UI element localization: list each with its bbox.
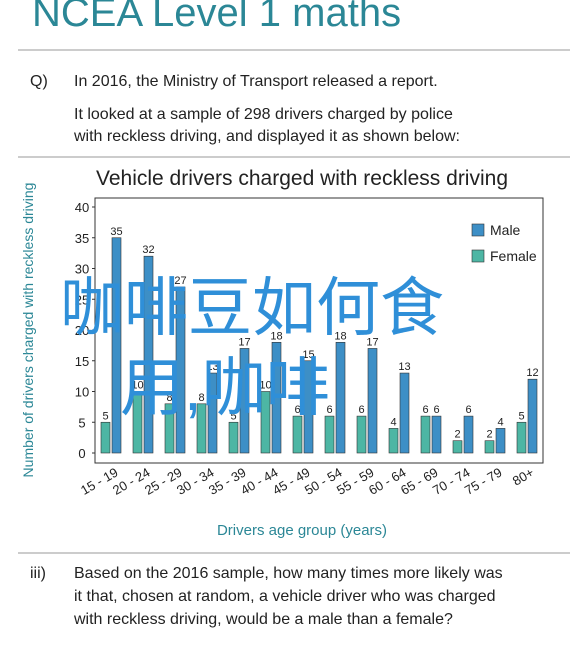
value-label: 4 — [497, 416, 503, 428]
legend-swatch — [471, 223, 485, 237]
bar — [367, 348, 378, 454]
value-label: 4 — [390, 416, 396, 428]
bar — [132, 391, 143, 454]
overlay-text: 用,咖啡 — [120, 352, 330, 424]
value-label: 18 — [270, 330, 282, 342]
y-tick-label: 0 — [78, 446, 85, 461]
header-title: NCEA Level 1 maths — [32, 0, 401, 35]
y-tick-label: 5 — [78, 415, 85, 430]
x-tick-label: 75 - 79 — [462, 465, 505, 498]
value-label: 8 — [198, 392, 204, 404]
y-axis-label: Number of drivers charged with reckless … — [20, 183, 36, 478]
bar — [207, 372, 218, 454]
value-label: 15 — [302, 349, 314, 361]
y-tick-label: 40 — [75, 200, 89, 215]
bar — [196, 403, 207, 454]
y-tick-label: 10 — [75, 385, 89, 400]
bar — [431, 415, 442, 454]
question-label: iii) — [30, 565, 46, 582]
value-label: 2 — [454, 429, 460, 441]
bar — [324, 415, 335, 454]
legend-label: Male — [490, 222, 521, 238]
value-label: 5 — [518, 410, 524, 422]
bar — [164, 403, 175, 454]
question-line: with reckless driving, would be a male t… — [73, 611, 453, 628]
bar — [175, 286, 186, 454]
overlay-text: 咖啡豆如何食 — [60, 272, 444, 344]
value-label: 17 — [366, 336, 378, 348]
y-tick-label: 30 — [75, 262, 89, 277]
bar — [463, 415, 474, 454]
question-line: It looked at a sample of 298 drivers cha… — [74, 106, 453, 123]
value-label: 27 — [174, 275, 186, 287]
bar — [292, 415, 303, 454]
question-line: with reckless driving, and displayed it … — [73, 128, 460, 145]
legend-label: Female — [490, 248, 537, 264]
bar — [399, 372, 410, 454]
value-label: 35 — [110, 226, 122, 238]
value-label: 12 — [526, 367, 538, 379]
value-label: 2 — [486, 429, 492, 441]
value-label: 13 — [206, 361, 218, 373]
y-tick-label: 35 — [75, 231, 89, 246]
value-label: 6 — [326, 404, 332, 416]
value-label: 10 — [259, 380, 271, 392]
bar — [527, 378, 538, 454]
bar — [420, 415, 431, 454]
y-tick-label: 15 — [75, 354, 89, 369]
bar — [484, 440, 495, 454]
bar — [516, 421, 527, 454]
bar — [228, 421, 239, 454]
value-label: 17 — [238, 336, 250, 348]
value-label: 32 — [142, 244, 154, 256]
question-label: Q) — [30, 73, 48, 90]
bar — [303, 360, 314, 454]
value-label: 5 — [102, 410, 108, 422]
bar — [143, 255, 154, 454]
value-label: 5 — [230, 410, 236, 422]
bar — [335, 341, 346, 454]
chart-title: Vehicle drivers charged with reckless dr… — [96, 167, 508, 190]
question-line: In 2016, the Ministry of Transport relea… — [74, 73, 438, 90]
legend-swatch — [471, 249, 485, 263]
bar — [356, 415, 367, 454]
y-tick-label: 25 — [75, 292, 89, 307]
value-label: 6 — [358, 404, 364, 416]
bar — [260, 391, 271, 454]
value-label: 18 — [334, 330, 346, 342]
x-axis-label: Drivers age group (years) — [217, 522, 387, 539]
bar — [239, 348, 250, 454]
bar — [388, 428, 399, 454]
question-line: it that, chosen at random, a vehicle dri… — [74, 588, 496, 605]
bar — [271, 341, 282, 454]
value-label: 13 — [398, 361, 410, 373]
bar — [452, 440, 463, 454]
y-tick-label: 20 — [75, 323, 89, 338]
value-label: 6 — [294, 404, 300, 416]
bar — [495, 428, 506, 454]
question-line: Based on the 2016 sample, how many times… — [74, 565, 503, 582]
x-tick-label: 80+ — [510, 465, 537, 489]
value-label: 6 — [422, 404, 428, 416]
value-label: 8 — [166, 392, 172, 404]
value-label: 6 — [433, 404, 439, 416]
value-label: 6 — [465, 404, 471, 416]
bar — [111, 237, 122, 454]
bar — [100, 421, 111, 454]
value-label: 10 — [131, 380, 143, 392]
